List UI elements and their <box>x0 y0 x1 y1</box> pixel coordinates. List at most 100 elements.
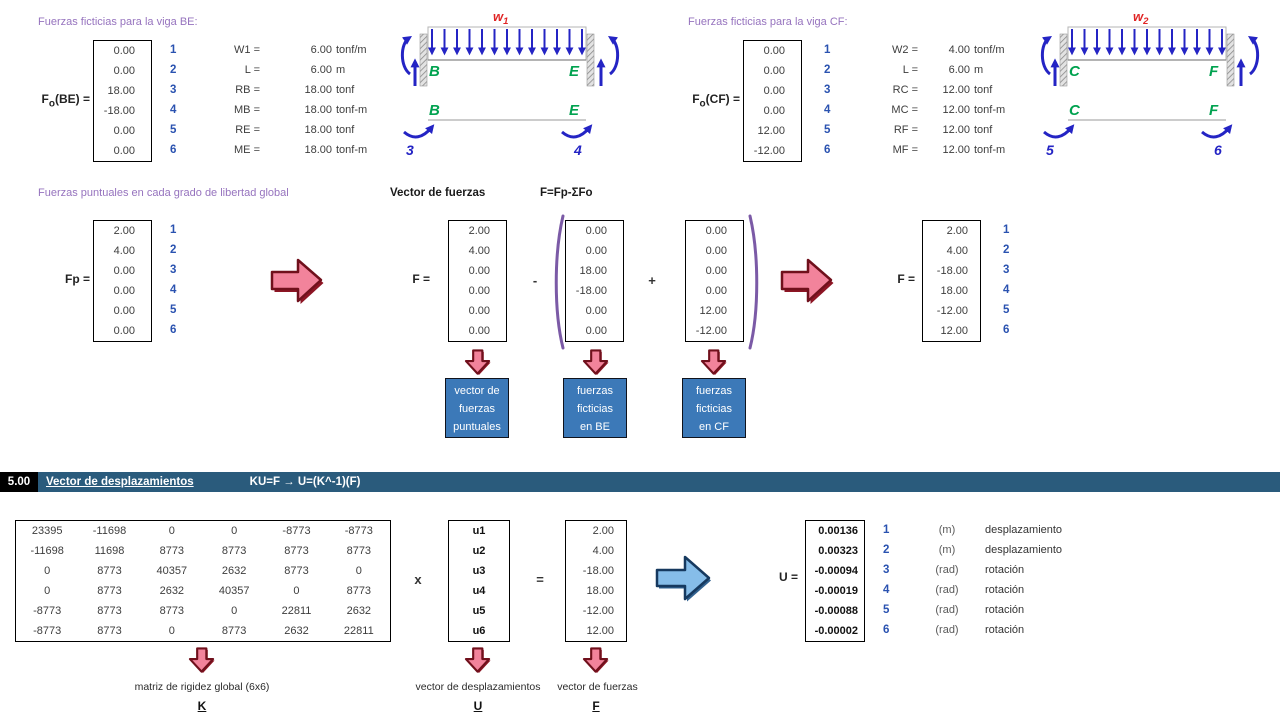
vector-cell: -0.00094 <box>814 565 858 577</box>
vector-cell: 2.00 <box>946 225 968 237</box>
minus-operator: - <box>532 273 538 288</box>
vector-cell: 0.00 <box>763 105 785 117</box>
u-types: desplazamiento desplazamiento rotación rota… <box>985 524 1063 636</box>
param-row: MF = 12.00 tonf-m <box>892 144 1006 156</box>
distributed-load-arrows <box>428 29 586 56</box>
vector-cell: 0.00 <box>113 145 135 157</box>
fo-cf-copy-vector: 0.00 0.00 0.00 0.00 12.00 -12.00 <box>685 220 744 342</box>
vector-cell: 0.00136 <box>818 525 858 537</box>
vector-cell: 0.00 <box>763 85 785 97</box>
end-moment-reaction-arrows <box>1040 35 1260 86</box>
f-result-vector: 2.00 4.00 -18.00 18.00 -12.00 12.00 <box>922 220 981 342</box>
node-label-right: E <box>569 63 580 80</box>
support-left <box>1059 33 1068 87</box>
fo-be-label: Fo(BE) = <box>41 92 90 110</box>
fo-cf-vector: 0.00 0.00 0.00 0.00 12.00 -12.00 <box>743 40 802 162</box>
beam-diagram-cf: w2 C F C F 5 6 <box>1040 9 1260 158</box>
node-label-right-2: F <box>1209 102 1219 119</box>
be-section-title: Fuerzas ficticias para la viga BE: <box>38 16 198 28</box>
f-result-label: F = <box>897 272 915 286</box>
vector-cell: 0.00 <box>705 265 727 277</box>
vector-cell: 0.00 <box>763 45 785 57</box>
u-letter: U <box>473 699 483 713</box>
equals-operator: = <box>536 572 544 587</box>
vector-cell: -12.00 <box>936 305 968 317</box>
load-label: w1 <box>493 9 508 27</box>
vector-cell: -0.00002 <box>814 625 858 637</box>
vector-cell: 4.00 <box>592 545 614 557</box>
flow-arrow-down-icon <box>464 647 491 674</box>
vector-cell: -18.00 <box>582 565 614 577</box>
vector-cell: 0.00 <box>113 65 135 77</box>
node-label-left-2: B <box>429 102 440 119</box>
fp-vector: 2.00 4.00 0.00 0.00 0.00 0.00 <box>93 220 152 342</box>
node-label-right-2: E <box>569 102 580 119</box>
force-vector-formula: F=Fp-ΣFo <box>540 187 593 199</box>
flow-arrow-right-icon <box>780 258 834 304</box>
vector-cell: 12.00 <box>699 305 727 317</box>
param-row: W1 = 6.00 tonf/m <box>234 44 367 56</box>
param-row: L = 6.00 m <box>902 64 984 76</box>
vector-cell: 0.00 <box>113 45 135 57</box>
param-row: L = 6.00 m <box>244 64 346 76</box>
vector-cell: 0.00 <box>705 245 727 257</box>
open-paren <box>554 214 565 350</box>
vector-cell: 0.00 <box>585 305 607 317</box>
param-row: RB = 18.00 tonf <box>235 84 355 96</box>
vector-cell: 0.00 <box>468 325 490 337</box>
vector-cell: 0.00 <box>585 245 607 257</box>
node-label-left: C <box>1069 63 1081 80</box>
section-formula: KU=F → U=(K^-1)(F) <box>249 476 361 488</box>
vector-cell: 2.00 <box>113 225 135 237</box>
vector-cell: 0.00 <box>468 305 490 317</box>
vector-cell: -0.00088 <box>814 605 858 617</box>
vector-cell: 0.00 <box>113 265 135 277</box>
vector-cell: 0.00 <box>585 225 607 237</box>
u-vector-caption: vector de desplazamientos <box>415 681 541 693</box>
fp-copy-vector: 2.00 4.00 0.00 0.00 0.00 0.00 <box>448 220 507 342</box>
param-row: MC = 12.00 tonf-m <box>891 104 1006 116</box>
vector-cell: 0.00323 <box>818 545 858 557</box>
f-letter: F <box>592 699 600 713</box>
k-matrix: 23395 -11698 0 0 -8773 -8773 -11698 11698 8773 8… <box>15 520 391 642</box>
vector-cell: -18.00 <box>936 265 968 277</box>
flow-arrow-down-icon <box>582 349 609 376</box>
vector-cell: 0.00 <box>468 285 490 297</box>
flow-arrow-down-icon <box>188 647 215 674</box>
u-result-vector: 0.00136 0.00323 -0.00094 -0.00019 -0.000… <box>805 520 865 642</box>
vector-cell: -12.00 <box>753 145 785 157</box>
vector-cell: -12.00 <box>582 605 614 617</box>
vector-cell: 12.00 <box>940 325 968 337</box>
dof-number-left: 5 <box>1046 142 1054 158</box>
vector-cell: 0.00 <box>763 65 785 77</box>
vector-cell: 12.00 <box>586 625 614 637</box>
load-label: w2 <box>1133 9 1149 27</box>
dof-number-right: 6 <box>1214 142 1222 158</box>
close-paren <box>748 214 759 350</box>
param-row: ME = 18.00 tonf-m <box>234 144 368 156</box>
param-row: RE = 18.00 tonf <box>235 124 355 136</box>
param-row: RF = 12.00 tonf <box>893 124 993 136</box>
support-left <box>419 33 428 87</box>
vector-cell: 12.00 <box>757 125 785 137</box>
vector-cell: 4.00 <box>946 245 968 257</box>
dof-rotation-arrows <box>1043 124 1233 139</box>
vector-cell: 18.00 <box>107 85 135 97</box>
param-row: W2 = 4.00 tonf/m <box>892 44 1005 56</box>
node-label-left-2: C <box>1069 102 1081 119</box>
param-row: RC = 12.00 tonf <box>892 84 993 96</box>
vector-cell: -18.00 <box>575 285 607 297</box>
f-vector-caption: vector de fuerzas <box>557 681 638 693</box>
dof-rotation-arrows <box>403 124 593 139</box>
vector-cell: 4.00 <box>468 245 490 257</box>
fp-section-title: Fuerzas puntuales en cada grado de liber… <box>38 187 289 199</box>
force-vector-title: Vector de fuerzas <box>390 187 486 199</box>
vector-cell: 18.00 <box>579 265 607 277</box>
vector-cell: 2.00 <box>468 225 490 237</box>
vector-cell: 0.00 <box>113 125 135 137</box>
